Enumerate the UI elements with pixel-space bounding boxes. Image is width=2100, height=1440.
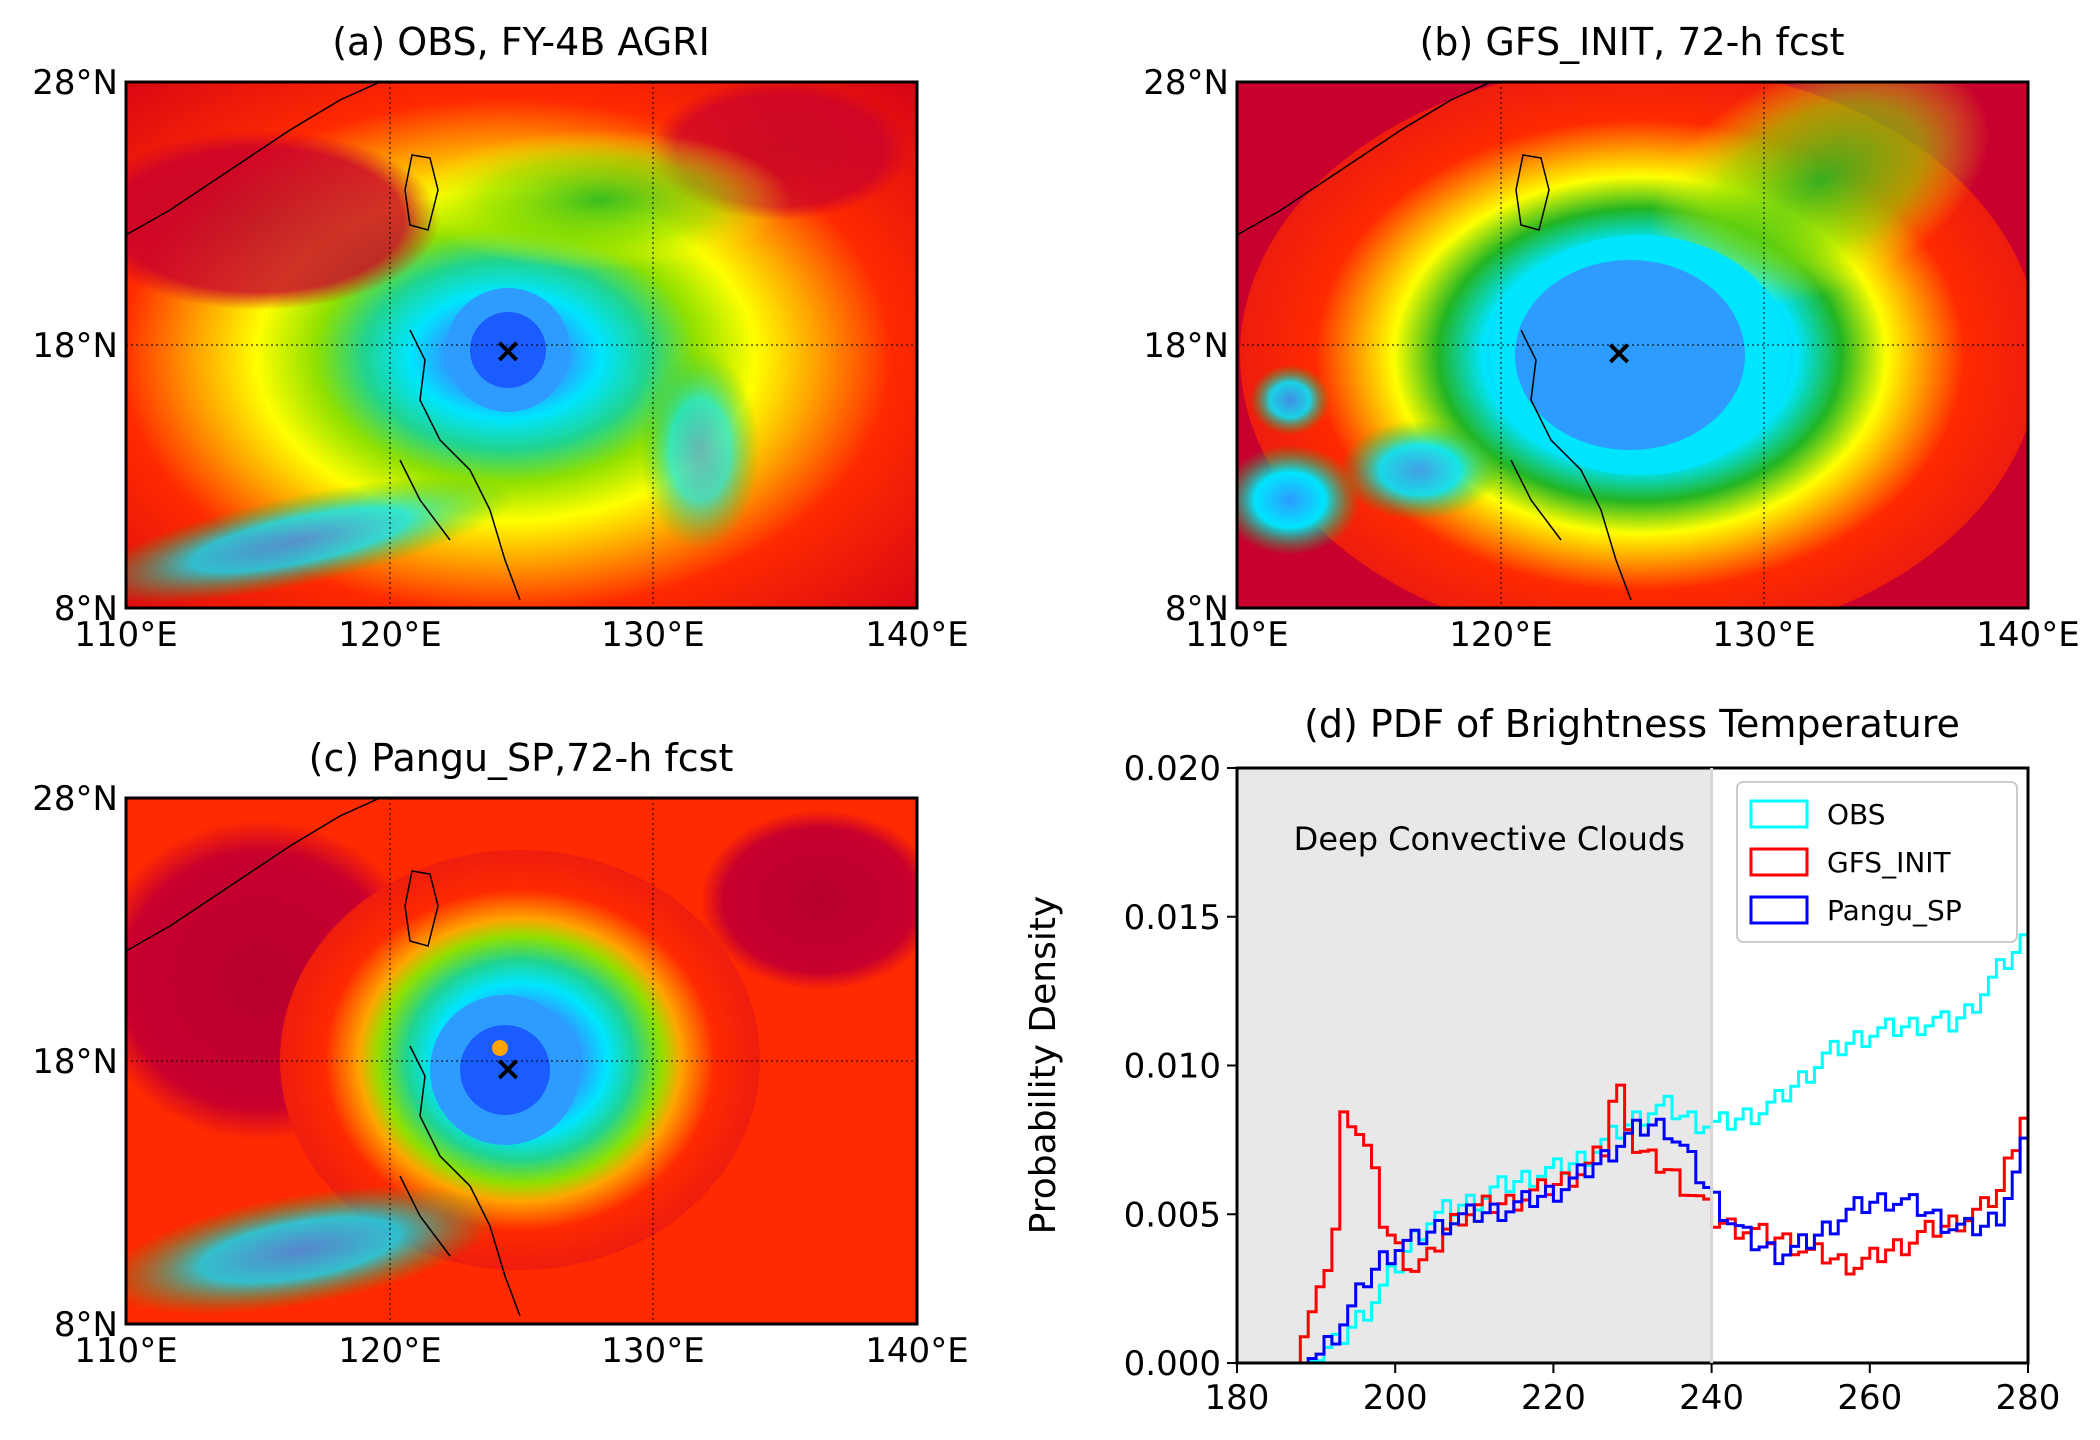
pdf-y-tick-label: 0.000 <box>1124 1344 1221 1384</box>
map-c-frame <box>124 796 919 1326</box>
map-b-lon-tick-110: 110°E <box>1185 615 1288 655</box>
pdf-y-tick-label: 0.015 <box>1124 898 1221 938</box>
map-a-lon-tick-140: 140°E <box>865 615 968 655</box>
map-a-tc-center-marker: × <box>494 331 523 371</box>
map-a-lon-tick-120: 120°E <box>338 615 441 655</box>
map-c-dark-region-east <box>700 810 917 990</box>
pdf-series-pangu-sp <box>1237 1117 2028 1363</box>
map-c-title: (c) Pangu_SP,72-h fcst <box>309 736 734 780</box>
map-a-lon-tick-110: 110°E <box>74 615 177 655</box>
pdf-x-tick-label: 180 <box>1205 1378 1270 1418</box>
pdf-axes-group: 180 200 220 240 260 280 0.000 0.005 0.010 0.015 0.… <box>1124 749 2061 1418</box>
map-a-lat-tick-18: 18°N <box>32 326 118 366</box>
pdf-series-group <box>1237 931 2028 1363</box>
deep-convective-label: Deep Convective Clouds <box>1294 820 1685 858</box>
map-a-rainband-s <box>640 350 760 550</box>
map-b-west-blob-1 <box>1237 445 1360 555</box>
map-c-taiwan-coast <box>404 870 439 947</box>
pdf-series-obs <box>1237 931 2028 1363</box>
map-c-china-coast <box>126 798 381 952</box>
map-a-taiwan-coast <box>404 154 439 231</box>
pdf-y-tick-label: 0.005 <box>1124 1195 1221 1235</box>
pdf-legend-label: Pangu_SP <box>1827 894 1962 927</box>
map-b-lat-tick-8: 8°N <box>1165 589 1229 629</box>
pdf-y-tick-label: 0.020 <box>1124 749 1221 789</box>
pdf-chart-title: (d) PDF of Brightness Temperature <box>1304 702 1960 746</box>
map-c-tc-center-marker: × <box>494 1049 523 1089</box>
map-c-lat-tick-8: 8°N <box>54 1305 118 1345</box>
pdf-series-gfs-init <box>1237 1083 2028 1363</box>
map-a-lat-tick-28: 28°N <box>32 63 118 103</box>
map-b-lat-tick-28: 28°N <box>1143 63 1229 103</box>
map-b-west-blob-2 <box>1340 420 1500 520</box>
map-panel-a: (a) OBS, FY-4B AGRI × 28°N 18°N 8°N 110°… <box>32 20 968 655</box>
map-b-luzon-coast <box>1510 329 1632 601</box>
map-a-lat-tick-8: 8°N <box>54 589 118 629</box>
map-c-rainband-sw <box>126 1185 498 1315</box>
pdf-chart: (d) PDF of Brightness Temperature Deep C… <box>1023 702 2060 1418</box>
map-a-china-coast <box>126 82 381 236</box>
map-b-green-arc <box>1650 82 1990 306</box>
map-c-tc-inner <box>460 1025 550 1115</box>
map-b-taiwan-coast <box>1515 154 1550 231</box>
map-panel-c: (c) Pangu_SP,72-h fcst × 28°N 18°N 8°N 1… <box>32 736 968 1371</box>
pdf-legend-label: OBS <box>1827 798 1886 831</box>
map-a-title: (a) OBS, FY-4B AGRI <box>332 20 710 64</box>
map-c-eye-warm-spot <box>492 1040 508 1056</box>
map-a-rainband-sw <box>126 476 516 604</box>
pdf-x-tick-label: 280 <box>1996 1378 2061 1418</box>
pdf-x-tick-label: 260 <box>1837 1378 1902 1418</box>
map-b-frame <box>1235 80 2030 610</box>
map-a-frame <box>124 80 919 610</box>
map-b-lat-tick-18: 18°N <box>1143 326 1229 366</box>
map-c-lat-tick-28: 28°N <box>32 779 118 819</box>
map-b-tc-inner <box>1515 260 1745 450</box>
map-a-luzon-coast <box>399 329 521 601</box>
map-c-luzon-coast <box>399 1045 521 1317</box>
deep-convective-shading <box>1237 768 1712 1363</box>
pdf-y-axis-label: Probability Density <box>1023 896 1064 1235</box>
map-a-dark-cloud-west <box>126 130 440 310</box>
map-c-lon-tick-110: 110°E <box>74 1331 177 1371</box>
pdf-legend-label: GFS_INIT <box>1827 846 1952 879</box>
pdf-x-tick-label: 240 <box>1679 1378 1744 1418</box>
pdf-y-tick-label: 0.010 <box>1124 1047 1221 1087</box>
map-b-lon-tick-140: 140°E <box>1976 615 2079 655</box>
map-b-lon-tick-120: 120°E <box>1449 615 1552 655</box>
map-b-tc-center-marker: × <box>1605 333 1634 373</box>
pdf-legend: OBS GFS_INIT Pangu_SP <box>1736 781 2018 943</box>
pdf-legend-swatch <box>1749 847 1809 877</box>
map-c-lat-tick-18: 18°N <box>32 1042 118 1082</box>
pdf-x-tick-label: 200 <box>1363 1378 1428 1418</box>
map-a-lon-tick-130: 130°E <box>601 615 704 655</box>
pdf-legend-swatch <box>1749 895 1809 925</box>
pdf-x-tick-label: 220 <box>1521 1378 1586 1418</box>
map-panel-b: (b) GFS_INIT, 72-h fcst × 28°N 18°N 8°N … <box>1143 20 2079 655</box>
map-b-west-blob-3 <box>1250 365 1330 435</box>
map-b-china-coast <box>1237 82 1492 236</box>
map-c-lon-tick-140: 140°E <box>865 1331 968 1371</box>
map-c-lon-tick-120: 120°E <box>338 1331 441 1371</box>
map-c-lon-tick-130: 130°E <box>601 1331 704 1371</box>
pdf-legend-swatch <box>1749 799 1809 829</box>
map-b-lon-tick-130: 130°E <box>1712 615 1815 655</box>
map-a-green-band <box>410 130 790 270</box>
map-a-tc-eye <box>470 312 546 388</box>
map-b-title: (b) GFS_INIT, 72-h fcst <box>1419 20 1844 64</box>
